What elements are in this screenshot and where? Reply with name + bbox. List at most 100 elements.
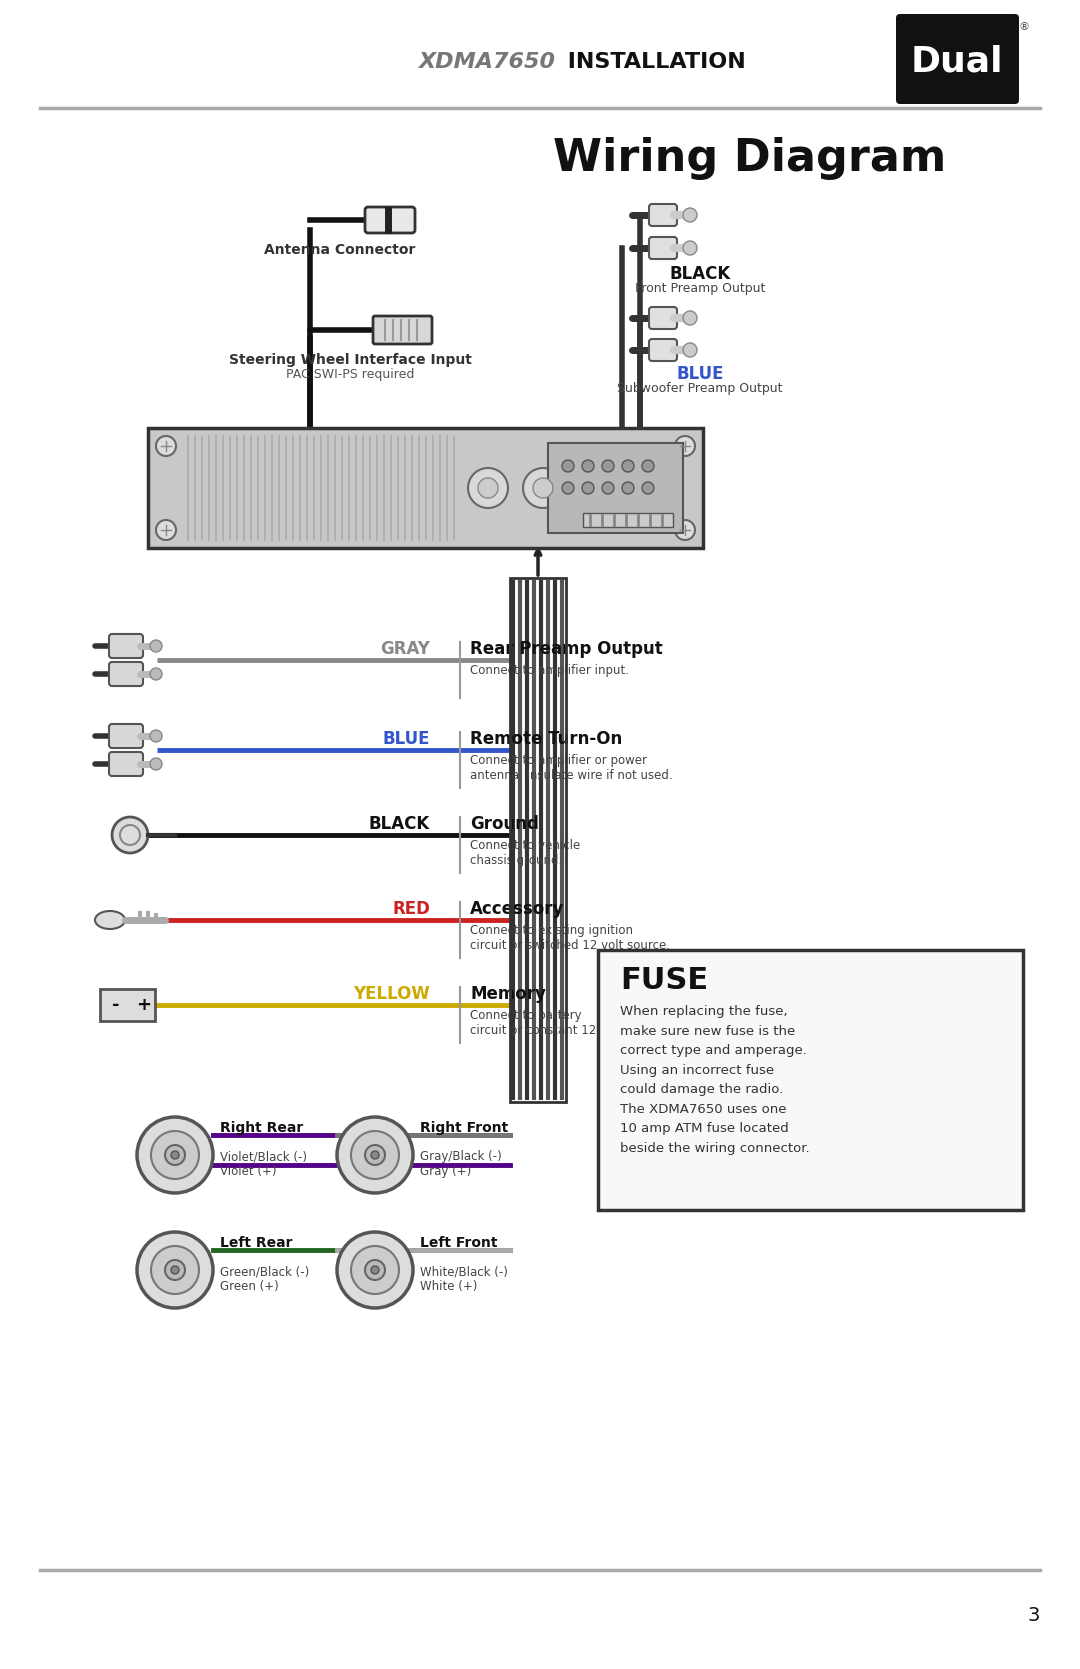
Bar <box>548 442 683 532</box>
FancyBboxPatch shape <box>373 315 432 344</box>
Text: BLUE: BLUE <box>382 729 430 748</box>
FancyBboxPatch shape <box>649 204 677 225</box>
Circle shape <box>582 461 594 472</box>
Circle shape <box>582 482 594 494</box>
Text: Connect to amplifier or power
antenna. Insulate wire if not used.: Connect to amplifier or power antenna. I… <box>470 754 673 783</box>
FancyBboxPatch shape <box>649 307 677 329</box>
Text: YELLOW: YELLOW <box>353 985 430 1003</box>
Text: Green (+): Green (+) <box>220 1280 279 1293</box>
Text: White/Black (-): White/Black (-) <box>420 1265 508 1278</box>
Circle shape <box>523 467 563 507</box>
Text: GRAY: GRAY <box>380 639 430 658</box>
Text: Dual: Dual <box>910 45 1003 78</box>
Text: ®: ® <box>1018 22 1029 32</box>
Circle shape <box>622 461 634 472</box>
Circle shape <box>137 1117 213 1193</box>
Text: BLACK: BLACK <box>368 814 430 833</box>
Circle shape <box>675 436 696 456</box>
Bar <box>148 427 703 547</box>
Circle shape <box>112 818 148 853</box>
Text: +: + <box>136 996 151 1015</box>
Text: Wiring Diagram: Wiring Diagram <box>553 137 947 180</box>
Circle shape <box>372 1152 379 1158</box>
Circle shape <box>372 1267 379 1273</box>
Circle shape <box>468 467 508 507</box>
Circle shape <box>150 758 162 769</box>
Text: -: - <box>112 996 120 1015</box>
FancyBboxPatch shape <box>896 13 1020 103</box>
FancyBboxPatch shape <box>365 207 415 234</box>
Circle shape <box>683 344 697 357</box>
Text: White (+): White (+) <box>420 1280 477 1293</box>
Circle shape <box>351 1132 399 1178</box>
Text: Connect to existing ignition
circuit or switched 12 volt source.: Connect to existing ignition circuit or … <box>470 925 670 951</box>
Circle shape <box>151 1132 199 1178</box>
Bar <box>583 512 673 527</box>
Text: BLACK: BLACK <box>670 265 731 284</box>
Text: 3: 3 <box>1028 1606 1040 1624</box>
Text: Connect to vehicle
chassis ground.: Connect to vehicle chassis ground. <box>470 840 580 866</box>
Text: Steering Wheel Interface Input: Steering Wheel Interface Input <box>229 354 472 367</box>
Circle shape <box>165 1145 185 1165</box>
Circle shape <box>151 1247 199 1293</box>
Circle shape <box>150 729 162 743</box>
Circle shape <box>137 1232 213 1308</box>
Text: Accessory: Accessory <box>470 900 565 918</box>
Text: Memory: Memory <box>470 985 545 1003</box>
Text: Green/Black (-): Green/Black (-) <box>220 1265 309 1278</box>
Text: When replacing the fuse,
make sure new fuse is the
correct type and amperage.
Us: When replacing the fuse, make sure new f… <box>620 1005 810 1155</box>
Bar <box>510 577 566 1102</box>
Circle shape <box>642 482 654 494</box>
Text: PAC SWI-PS required: PAC SWI-PS required <box>286 367 415 381</box>
Circle shape <box>562 482 573 494</box>
Bar <box>598 950 1023 1210</box>
Circle shape <box>365 1145 384 1165</box>
Circle shape <box>683 209 697 222</box>
Text: INSTALLATION: INSTALLATION <box>561 52 746 72</box>
Text: Antenna Connector: Antenna Connector <box>265 244 416 257</box>
Text: Gray/Black (-): Gray/Black (-) <box>420 1150 502 1163</box>
FancyBboxPatch shape <box>649 339 677 361</box>
Text: Remote Turn-On: Remote Turn-On <box>470 729 622 748</box>
Circle shape <box>683 240 697 255</box>
Circle shape <box>478 477 498 497</box>
Text: Left Front: Left Front <box>420 1237 498 1250</box>
Text: Ground: Ground <box>470 814 539 833</box>
Circle shape <box>156 521 176 541</box>
Circle shape <box>534 477 553 497</box>
Bar <box>100 990 156 1021</box>
Circle shape <box>602 461 615 472</box>
Circle shape <box>683 310 697 325</box>
Ellipse shape <box>95 911 125 930</box>
Circle shape <box>337 1117 413 1193</box>
Circle shape <box>351 1247 399 1293</box>
FancyBboxPatch shape <box>109 634 143 658</box>
Text: Rear Preamp Output: Rear Preamp Output <box>470 639 663 658</box>
FancyBboxPatch shape <box>109 724 143 748</box>
Circle shape <box>562 461 573 472</box>
Text: Front Preamp Output: Front Preamp Output <box>635 282 766 295</box>
Circle shape <box>165 1260 185 1280</box>
Circle shape <box>150 668 162 679</box>
Circle shape <box>365 1260 384 1280</box>
Text: BLUE: BLUE <box>676 366 724 382</box>
Text: RED: RED <box>392 900 430 918</box>
Circle shape <box>642 461 654 472</box>
FancyBboxPatch shape <box>109 753 143 776</box>
Text: Right Front: Right Front <box>420 1122 509 1135</box>
Circle shape <box>622 482 634 494</box>
Circle shape <box>150 639 162 653</box>
FancyBboxPatch shape <box>649 237 677 259</box>
Text: FUSE: FUSE <box>620 965 708 995</box>
Text: Violet (+): Violet (+) <box>220 1165 276 1178</box>
Text: Connect to battery
circuit or constant 12 volt source.: Connect to battery circuit or constant 1… <box>470 1010 669 1036</box>
Text: Gray (+): Gray (+) <box>420 1165 471 1178</box>
Text: Violet/Black (-): Violet/Black (-) <box>220 1150 307 1163</box>
Text: Right Rear: Right Rear <box>220 1122 303 1135</box>
Text: Left Rear: Left Rear <box>220 1237 293 1250</box>
Circle shape <box>675 521 696 541</box>
Text: XDMA7650: XDMA7650 <box>418 52 555 72</box>
Circle shape <box>602 482 615 494</box>
Text: Connect to amplifier input.: Connect to amplifier input. <box>470 664 629 678</box>
Circle shape <box>171 1267 179 1273</box>
